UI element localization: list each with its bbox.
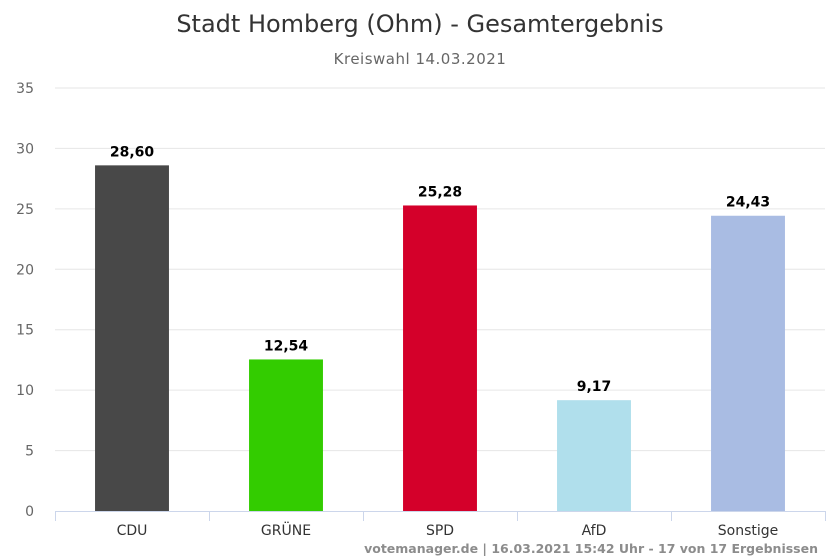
credit-text: votemanager.de | 16.03.2021 15:42 Uhr - …: [364, 541, 818, 556]
data-label: 25,28: [418, 184, 462, 200]
data-label: 12,54: [264, 338, 309, 354]
chart-subtitle: Kreiswahl 14.03.2021: [334, 50, 507, 68]
chart-title: Stadt Homberg (Ohm) - Gesamtergebnis: [176, 10, 663, 38]
y-tick-label: 5: [25, 444, 34, 460]
bar-spd: [403, 205, 477, 511]
y-axis: 0 5 10 15 20 25 30 35: [16, 81, 34, 520]
x-tick-label: CDU: [117, 523, 148, 539]
y-tick-label: 25: [16, 202, 34, 218]
bar-cdu: [95, 165, 169, 511]
data-label: 24,43: [726, 195, 770, 211]
y-tick-label: 0: [25, 504, 34, 520]
y-tick-label: 30: [16, 141, 34, 157]
data-label: 9,17: [577, 379, 612, 395]
bars: 28,60 12,54 25,28 9,17 24,43: [95, 144, 785, 511]
x-axis: CDU GRÜNE SPD AfD Sonstige: [55, 511, 826, 539]
bar-afd: [557, 400, 631, 511]
y-tick-label: 15: [16, 323, 34, 339]
y-tick-label: 20: [16, 262, 34, 278]
x-tick-label: SPD: [426, 523, 454, 539]
x-tick-label: AfD: [582, 523, 607, 539]
y-tick-label: 10: [16, 383, 34, 399]
data-label: 28,60: [110, 144, 155, 160]
y-tick-label: 35: [16, 81, 34, 97]
x-tick-label: Sonstige: [718, 523, 779, 539]
bar-grüne: [249, 359, 323, 511]
bar-sonstige: [711, 215, 785, 511]
x-tick-label: GRÜNE: [261, 521, 311, 539]
